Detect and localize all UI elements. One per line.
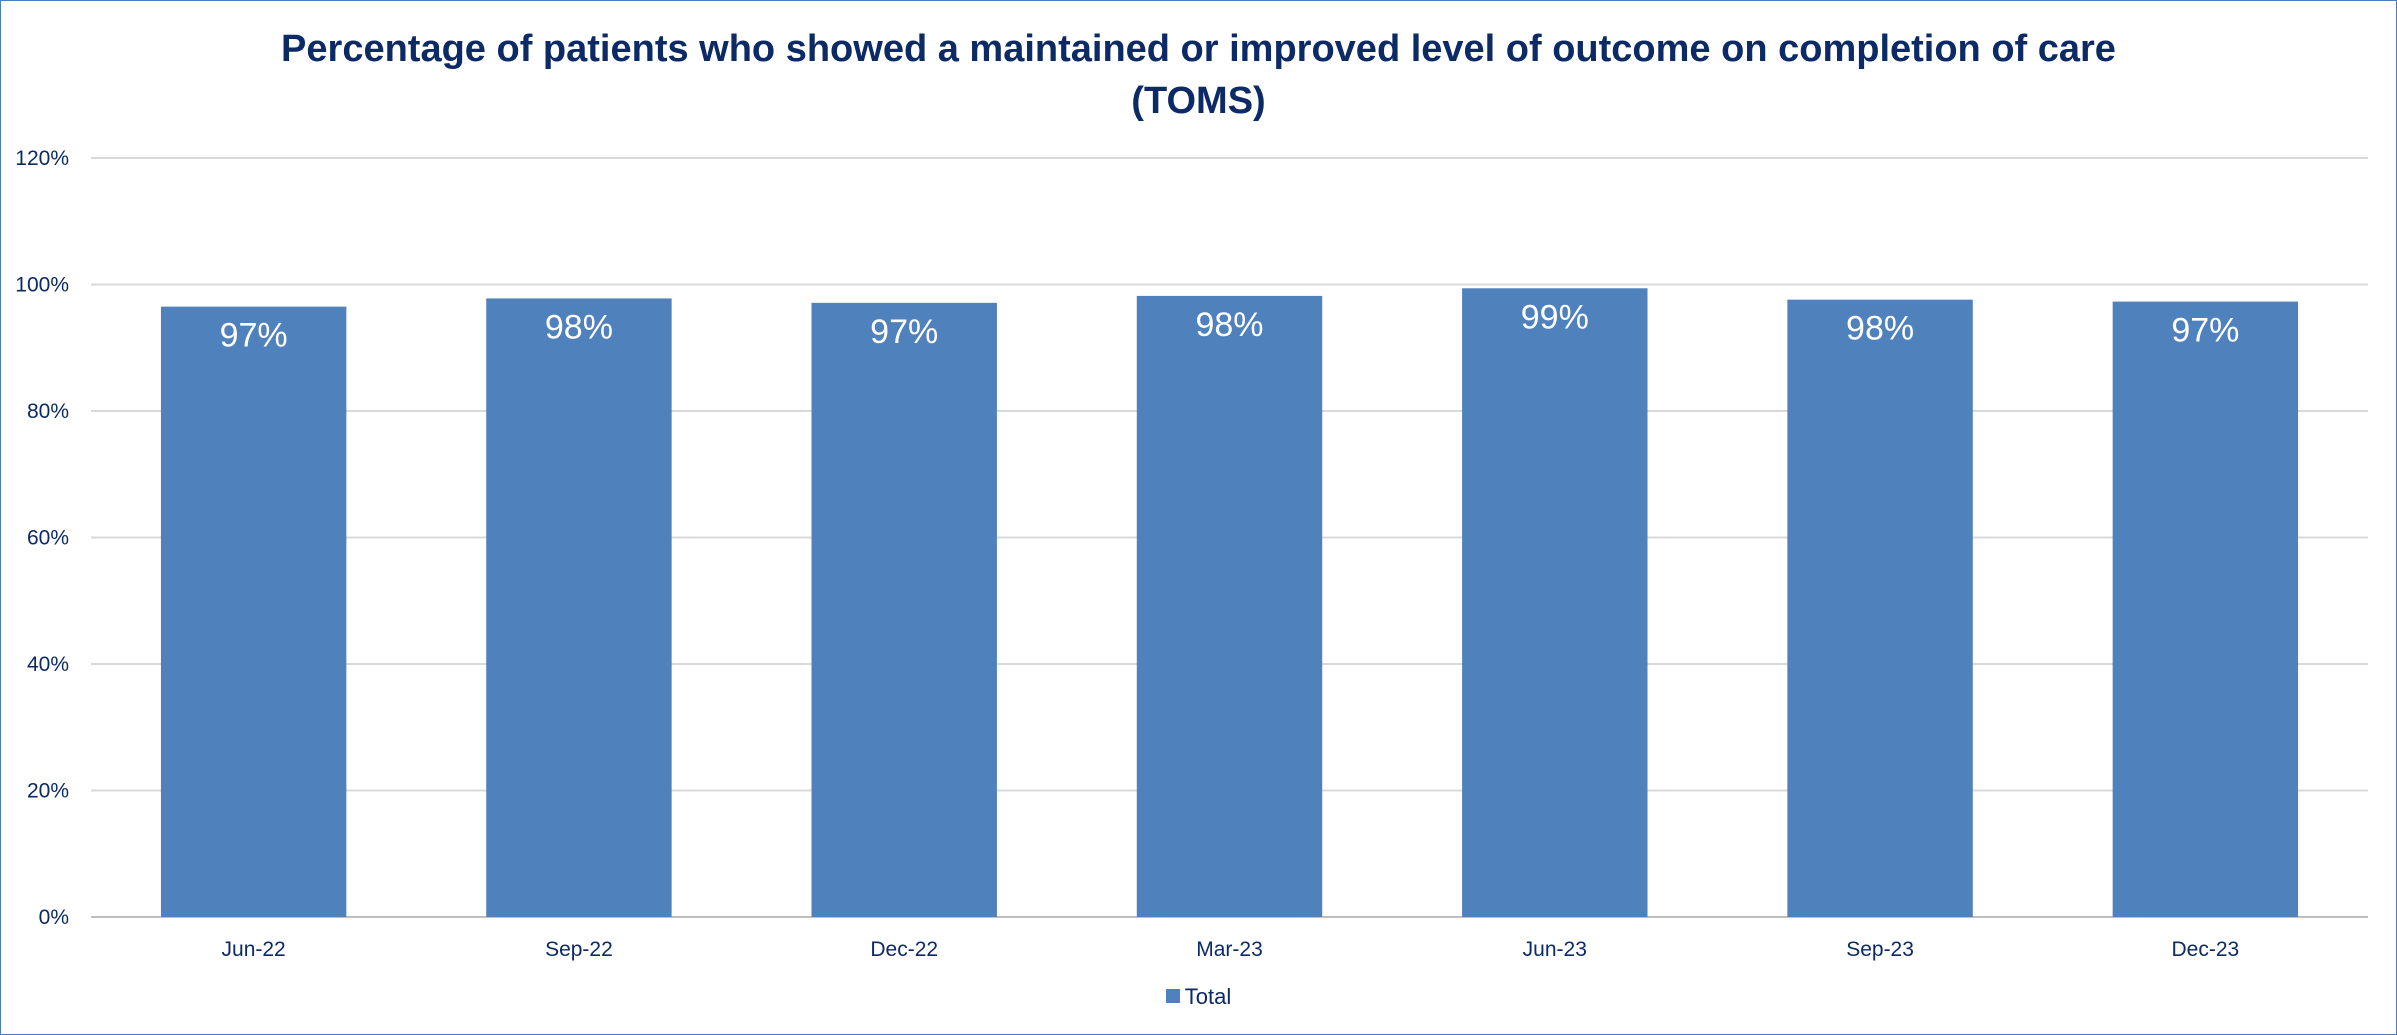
bar-mar-23	[1136, 295, 1323, 917]
y-tick-label: 100%	[15, 274, 69, 297]
data-labels: 97% 98% 97% 98% 99% 98% 97%	[220, 298, 2240, 354]
y-tick-label: 80%	[27, 400, 69, 423]
x-tick-label: Mar-23	[1196, 938, 1263, 961]
legend-label-total: Total	[1184, 984, 1232, 1009]
x-tick-label: Sep-23	[1846, 938, 1914, 961]
chart-title-line-2: (TOMS)	[1131, 80, 1266, 122]
chart-title-line-1: Percentage of patients who showed a main…	[281, 28, 2116, 70]
x-tick-label: Jun-23	[1523, 938, 1587, 961]
bar-jun-23	[1462, 288, 1648, 917]
bar-sep-23	[1787, 299, 1973, 917]
y-tick-label: 60%	[27, 527, 69, 550]
bar-dec-23	[2112, 301, 2299, 917]
bar-jun-22	[160, 306, 347, 917]
bar-dec-22	[811, 302, 997, 917]
x-tick-label: Dec-22	[870, 938, 938, 961]
y-tick-label: 120%	[15, 147, 69, 170]
x-tick-label: Jun-22	[222, 938, 286, 961]
x-axis-tick-labels: Jun-22 Sep-22 Dec-22 Mar-23 Jun-23 Sep-23 Dec-…	[222, 938, 2240, 961]
data-label: 98%	[1846, 310, 1914, 348]
bar-sep-22	[486, 298, 672, 917]
y-tick-label: 0%	[39, 906, 69, 929]
data-label: 98%	[1195, 306, 1263, 344]
y-axis-tick-labels: 0% 20% 40% 60% 80% 100% 120%	[15, 147, 69, 929]
x-tick-label: Dec-23	[2172, 938, 2240, 961]
legend: Total	[1, 984, 2396, 1010]
legend-swatch-total	[1165, 989, 1180, 1004]
x-tick-label: Sep-22	[545, 938, 613, 961]
chart-title: Percentage of patients who showed a main…	[1, 23, 2396, 127]
data-label: 97%	[870, 313, 938, 351]
y-tick-label: 40%	[27, 653, 69, 676]
data-label: 97%	[2171, 312, 2239, 350]
data-label: 97%	[220, 317, 288, 355]
bars	[160, 288, 2299, 917]
data-label: 98%	[545, 308, 613, 346]
data-label: 99%	[1521, 298, 1589, 336]
y-tick-label: 20%	[27, 780, 69, 803]
